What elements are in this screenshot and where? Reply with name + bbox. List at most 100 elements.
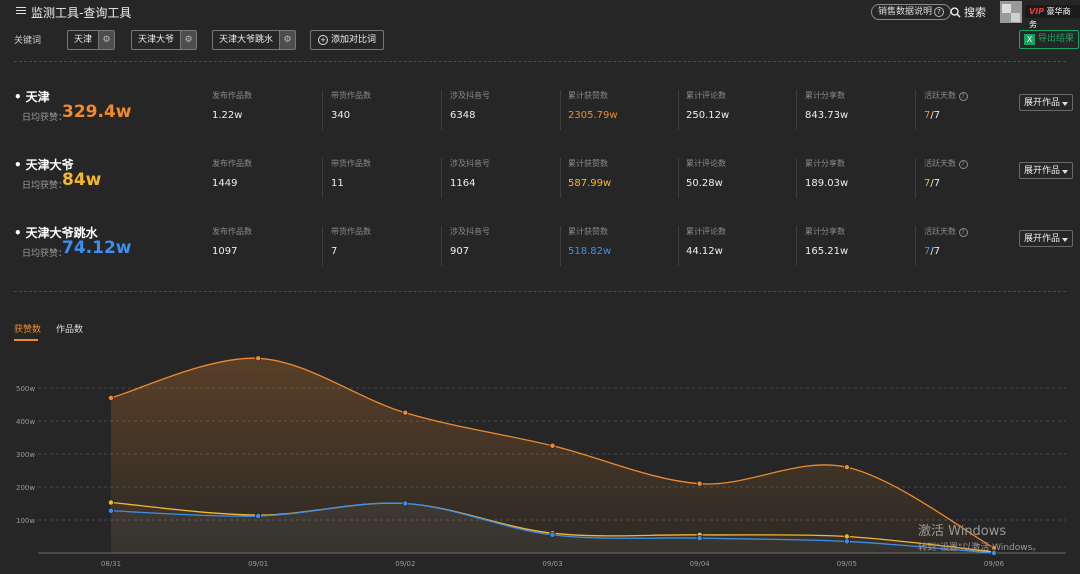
daily-likes-label: 日均获赞：	[22, 181, 68, 191]
expand-works-button[interactable]: 展开作品	[1019, 230, 1073, 247]
stat-label: 累计评论数	[686, 91, 726, 100]
sales-data-help-button[interactable]: 销售数据说明?	[871, 4, 952, 20]
gear-icon[interactable]: ⚙	[279, 31, 296, 49]
data-point	[696, 535, 703, 542]
vip-badge[interactable]: VIP 豪华商务	[1025, 5, 1080, 29]
y-tick-label: 100w	[16, 517, 35, 525]
y-tick-label: 400w	[16, 418, 35, 426]
stat-label: 发布作品数	[212, 91, 252, 100]
tab-works[interactable]: 作品数	[56, 325, 84, 335]
expand-works-button[interactable]: 展开作品	[1019, 162, 1073, 179]
expand-works-label: 展开作品	[1024, 98, 1061, 108]
stat-label: 活跃天数 ?	[924, 158, 968, 169]
active-days-den: /7	[930, 246, 941, 257]
keyword-name: 天津大爷	[14, 156, 74, 173]
stat-cell: 累计评论数 250.12w	[686, 90, 797, 130]
active-days-cell: 活跃天数 ? 7/7	[924, 226, 1034, 266]
watermark-subtitle: 转到"设置"以激活 Windows。	[918, 543, 1042, 553]
stat-value: 518.82w	[568, 246, 612, 257]
data-point	[843, 538, 850, 545]
stat-label: 累计获赞数	[568, 227, 608, 236]
stat-cell: 带货作品数 7	[331, 226, 442, 266]
data-point	[549, 531, 556, 538]
search-label: 搜索	[964, 6, 986, 19]
stat-value: 843.73w	[805, 110, 849, 121]
series-area	[111, 503, 994, 553]
active-days-cell: 活跃天数 ? 7/7	[924, 158, 1034, 198]
stat-value: 50.28w	[686, 178, 723, 189]
stat-label: 涉及抖音号	[450, 227, 490, 236]
stat-value: 907	[450, 246, 470, 257]
keyword-chip-label: 天津大爷跳水	[219, 35, 274, 45]
daily-likes-label: 日均获赞：	[22, 113, 68, 123]
data-point	[108, 499, 115, 506]
stat-value: 1164	[450, 178, 476, 189]
data-point	[843, 533, 850, 540]
stat-cell: 累计获赞数 518.82w	[568, 226, 679, 266]
expand-works-button[interactable]: 展开作品	[1019, 94, 1073, 111]
active-days-num: 7	[924, 110, 931, 121]
active-days-den: /7	[930, 110, 941, 121]
top-bar: 监测工具-查询工具 销售数据说明? 搜索 VIP 豪华商务	[0, 0, 1080, 29]
avatar[interactable]	[1000, 1, 1022, 23]
add-compare-keyword-button[interactable]: + 添加对比词	[310, 30, 385, 50]
y-tick-label: 200w	[16, 484, 35, 492]
add-compare-label: 添加对比词	[331, 35, 377, 45]
search-button[interactable]: 搜索	[950, 4, 986, 20]
data-point	[108, 394, 115, 401]
stat-value: 1097	[212, 246, 238, 257]
expand-works-label: 展开作品	[1024, 166, 1061, 176]
y-tick-label: 500w	[16, 385, 35, 393]
keyword-chip[interactable]: 天津 ⚙	[67, 30, 116, 50]
stat-value: 6348	[450, 110, 476, 121]
gear-icon[interactable]: ⚙	[180, 31, 197, 49]
stat-value: 1.22w	[212, 110, 243, 121]
stat-label: 发布作品数	[212, 159, 252, 168]
divider	[14, 291, 1066, 292]
stat-cell: 带货作品数 340	[331, 90, 442, 130]
keyword-chip[interactable]: 天津大爷跳水 ⚙	[212, 30, 297, 50]
info-icon[interactable]: ?	[958, 160, 968, 169]
stat-cell: 涉及抖音号 1164	[450, 158, 561, 198]
plus-icon: +	[318, 35, 328, 45]
active-days-label: 活跃天数	[924, 227, 956, 236]
stat-label: 累计评论数	[686, 159, 726, 168]
page-title: 监测工具-查询工具	[31, 6, 132, 20]
help-label: 销售数据说明	[878, 7, 933, 17]
stat-label: 累计分享数	[805, 227, 845, 236]
data-point	[402, 500, 409, 507]
stat-cell: 带货作品数 11	[331, 158, 442, 198]
data-point	[402, 409, 409, 416]
keyword-chip[interactable]: 天津大爷 ⚙	[131, 30, 198, 50]
daily-likes-value: 329.4w	[62, 102, 132, 122]
info-icon[interactable]: ?	[958, 228, 968, 237]
keyword-bar: 关键词 天津 ⚙ 天津大爷 ⚙ 天津大爷跳水 ⚙ + 添加对比词	[0, 28, 1080, 50]
stat-value: 587.99w	[568, 178, 612, 189]
expand-works-label: 展开作品	[1024, 234, 1061, 244]
keyword-chip-label: 天津大爷	[138, 35, 175, 45]
active-days-label: 活跃天数	[924, 159, 956, 168]
series-area	[111, 358, 994, 553]
stat-cell: 累计评论数 44.12w	[686, 226, 797, 266]
caret-down-icon	[1062, 238, 1068, 242]
windows-activation-watermark: 激活 Windows 转到"设置"以激活 Windows。	[918, 520, 1041, 553]
stat-label: 累计获赞数	[568, 159, 608, 168]
stat-label: 带货作品数	[331, 227, 371, 236]
menu-icon[interactable]	[16, 5, 26, 17]
vip-text: 豪华商务	[1029, 7, 1071, 29]
tab-likes[interactable]: 获赞数	[14, 322, 41, 341]
stat-cell: 发布作品数 1097	[212, 226, 323, 266]
stat-value: 250.12w	[686, 110, 730, 121]
y-tick-label: 300w	[16, 451, 35, 459]
info-icon[interactable]: ?	[958, 92, 968, 101]
export-button[interactable]: X 导出结果	[1019, 30, 1080, 49]
x-tick-label: 09/04	[690, 560, 711, 568]
active-days-den: /7	[930, 178, 941, 189]
data-point	[108, 507, 115, 514]
gear-icon[interactable]: ⚙	[98, 31, 115, 49]
active-days-cell: 活跃天数 ? 7/7	[924, 90, 1034, 130]
stat-value: 340	[331, 110, 351, 121]
keyword-name: 天津	[14, 88, 50, 105]
stat-label: 累计分享数	[805, 91, 845, 100]
